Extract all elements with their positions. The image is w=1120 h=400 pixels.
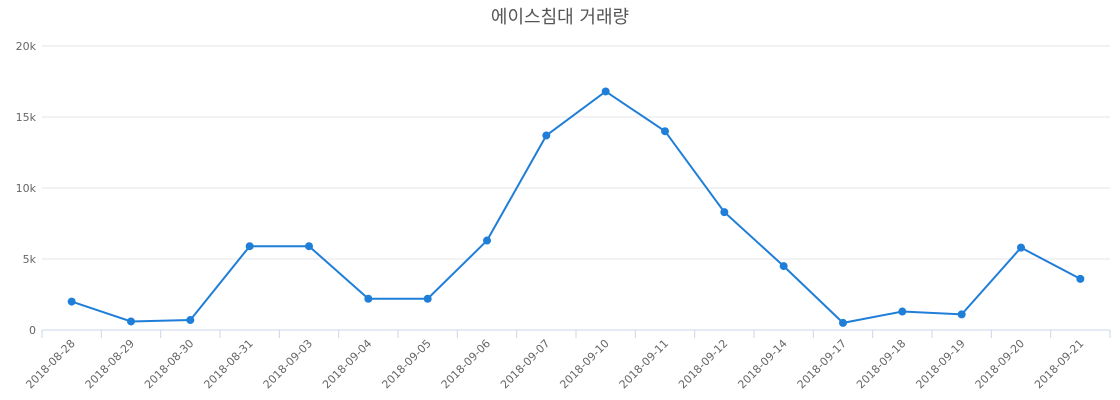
x-tick-label: 2018-09-11	[617, 337, 671, 391]
y-tick-label: 10k	[16, 182, 37, 195]
y-tick-label: 20k	[16, 40, 37, 53]
point	[1076, 274, 1085, 283]
point	[601, 87, 610, 96]
y-tick-label: 15k	[16, 111, 37, 124]
x-tick-label: 2018-09-03	[261, 337, 315, 391]
y-tick-label: 5k	[23, 253, 37, 266]
point	[779, 262, 788, 271]
point	[305, 242, 313, 251]
x-tick-label: 2018-09-05	[379, 337, 433, 391]
x-tick-label: 2018-08-31	[201, 337, 255, 391]
x-tick-label: 2018-09-07	[498, 337, 552, 391]
line	[71, 90, 1081, 324]
x-tick-label: 2018-08-29	[83, 337, 137, 391]
x-tick-label: 2018-09-17	[795, 337, 849, 391]
point	[720, 208, 729, 217]
y-tick-label: 0	[29, 324, 36, 337]
point	[898, 307, 907, 316]
point	[542, 131, 551, 140]
x-tick-label: 2018-09-06	[439, 337, 493, 391]
x-tick-label: 2018-09-18	[854, 337, 908, 391]
point	[245, 242, 254, 251]
point	[483, 236, 491, 245]
x-tick-label: 2018-08-28	[23, 337, 77, 391]
x-tick-label: 2018-09-19	[913, 337, 967, 391]
x-tick-label: 2018-09-14	[735, 337, 789, 391]
x-tick-label: 2018-09-21	[1032, 337, 1086, 391]
point	[186, 316, 195, 325]
point	[661, 127, 669, 136]
point	[957, 310, 966, 319]
x-tick-label: 2018-09-04	[320, 337, 374, 391]
point	[127, 317, 135, 326]
x-tick-label: 2018-09-10	[557, 337, 611, 391]
x-tick-label: 2018-09-20	[973, 337, 1027, 391]
point	[364, 294, 373, 303]
point	[423, 294, 432, 303]
point	[839, 318, 847, 327]
chart-title: 에이스침대 거래량	[491, 7, 629, 28]
x-tick-label: 2018-08-30	[142, 337, 196, 391]
point	[1017, 243, 1025, 252]
point	[67, 297, 76, 306]
x-tick-label: 2018-09-12	[676, 337, 730, 391]
